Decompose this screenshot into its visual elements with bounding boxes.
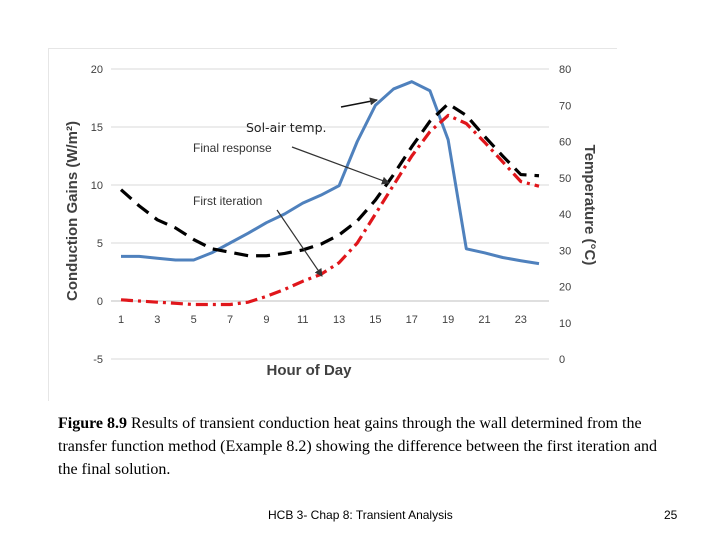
y-right-tick-label: 70 <box>559 100 571 112</box>
caption-text: Results of transient conduction heat gai… <box>58 415 658 478</box>
y-right-tick-label: 20 <box>559 282 571 294</box>
y-left-tick-label: 20 <box>91 64 103 76</box>
annotation-first-iteration: First iteration <box>193 194 262 208</box>
y-right-tick-label: 50 <box>559 173 571 185</box>
y-right-tick-label: 40 <box>559 209 571 221</box>
x-tick-label: 7 <box>227 314 233 326</box>
arrow-first-iteration <box>276 209 323 277</box>
x-tick-label: 23 <box>515 314 527 326</box>
arrow-final-response <box>291 146 390 185</box>
x-tick-label: 15 <box>369 314 381 326</box>
x-tick-label: 1 <box>118 314 124 326</box>
chart-area: 20 15 10 5 0 -5 80 70 60 50 40 30 20 10 0 1 3 5 7 9 11 13 15 17… <box>48 48 617 401</box>
y-left-tick-label: -5 <box>93 354 103 366</box>
arrow-sol-air <box>340 97 378 108</box>
x-tick-label: 11 <box>297 314 308 326</box>
y-left-tick-label: 0 <box>97 296 103 308</box>
annotation-sol-air: Sol-air temp. <box>246 120 327 135</box>
x-tick-label: 19 <box>442 314 454 326</box>
figure-label: Figure 8.9 <box>58 415 128 432</box>
y-axis-left-title: Conduction Gains (W/m²) <box>64 121 81 301</box>
series-line-1 <box>119 102 540 258</box>
footer-text: HCB 3- Chap 8: Transient Analysis <box>268 508 453 522</box>
x-tick-label: 9 <box>263 314 269 326</box>
series-line-0 <box>121 80 540 266</box>
y-left-tick-label: 15 <box>91 122 103 134</box>
x-tick-label: 13 <box>333 314 345 326</box>
y-right-tick-label: 80 <box>559 64 571 76</box>
y-right-tick-label: 0 <box>559 354 565 366</box>
x-axis-title: Hour of Day <box>266 362 352 379</box>
annotation-final-response: Final response <box>193 141 272 155</box>
y-left-tick-label: 5 <box>97 238 103 250</box>
y-axis-right-title: Temperature (°C) <box>581 145 598 266</box>
y-left-tick-label: 10 <box>91 180 103 192</box>
x-tick-label: 5 <box>191 314 197 326</box>
x-tick-label: 21 <box>478 314 490 326</box>
y-right-tick-label: 30 <box>559 245 571 257</box>
y-right-tick-label: 60 <box>559 137 571 149</box>
figure-caption: Figure 8.9 Results of transient conducti… <box>58 412 678 481</box>
y-right-tick-label: 10 <box>559 318 571 330</box>
page-number: 25 <box>664 508 678 522</box>
series-line-2 <box>120 113 540 307</box>
x-tick-label: 3 <box>154 314 160 326</box>
x-tick-label: 17 <box>406 314 418 326</box>
